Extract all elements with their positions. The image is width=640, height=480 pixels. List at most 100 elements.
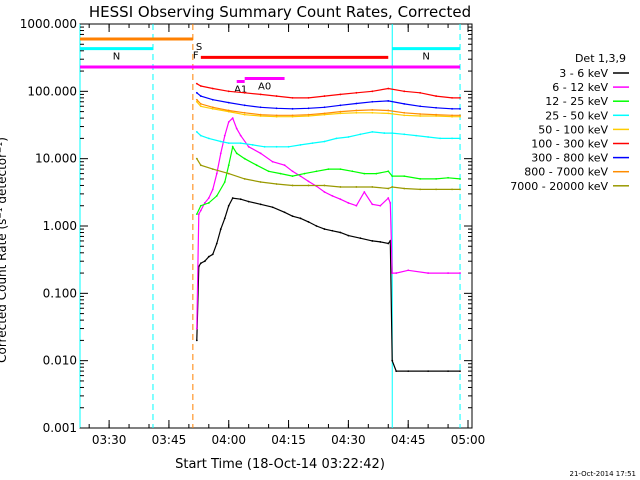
data-point xyxy=(199,105,202,108)
data-point xyxy=(335,137,338,140)
data-point xyxy=(339,186,342,188)
data-point xyxy=(403,187,406,190)
data-point xyxy=(387,187,390,190)
data-point xyxy=(199,204,202,207)
data-point xyxy=(451,188,453,191)
data-point xyxy=(395,370,398,372)
y-tick-label: 10.000 xyxy=(35,152,77,166)
data-point xyxy=(199,262,202,265)
data-point xyxy=(407,269,410,272)
data-point xyxy=(391,132,394,134)
data-point xyxy=(287,145,290,148)
data-point xyxy=(267,170,270,173)
data-point xyxy=(459,370,461,372)
x-tick-label: 04:15 xyxy=(271,433,306,447)
data-point xyxy=(403,175,406,178)
data-point xyxy=(303,172,306,175)
y-tick-label: 1000.000 xyxy=(20,17,77,31)
data-point xyxy=(451,115,453,118)
data-point xyxy=(259,113,262,116)
data-point xyxy=(427,136,430,138)
data-point xyxy=(415,134,418,137)
data-point xyxy=(263,145,266,148)
data-point xyxy=(307,184,310,187)
data-point xyxy=(363,191,366,193)
data-point xyxy=(207,197,210,199)
data-point xyxy=(427,370,430,372)
data-point xyxy=(203,202,206,204)
data-point xyxy=(239,142,242,145)
data-point xyxy=(271,160,274,163)
data-point xyxy=(195,339,198,342)
data-point xyxy=(207,137,210,140)
data-point xyxy=(291,215,294,218)
data-point xyxy=(199,85,202,87)
x-tick-label: 04:30 xyxy=(331,433,366,447)
data-point xyxy=(391,359,394,362)
data-point xyxy=(307,180,310,183)
data-point xyxy=(359,237,362,240)
legend-entry-label: 6 - 12 keV xyxy=(552,81,608,94)
data-point xyxy=(307,107,310,110)
data-point xyxy=(195,130,198,133)
data-point xyxy=(355,109,358,112)
y-tick-label: 1.000 xyxy=(43,219,77,233)
data-point xyxy=(387,100,390,102)
data-point xyxy=(275,183,278,185)
data-point xyxy=(323,106,326,109)
data-point xyxy=(199,134,202,137)
flag-label: N xyxy=(113,52,120,63)
data-point xyxy=(195,327,198,330)
data-point xyxy=(375,172,378,175)
data-point xyxy=(435,113,438,116)
data-point xyxy=(327,168,330,170)
data-point xyxy=(371,203,374,206)
data-point xyxy=(299,217,302,220)
data-point xyxy=(323,113,326,116)
data-point xyxy=(331,194,334,197)
data-point xyxy=(391,175,394,178)
data-point xyxy=(447,272,449,274)
y-tick-label: 0.001 xyxy=(43,421,77,435)
data-point xyxy=(371,90,374,93)
data-point xyxy=(419,105,422,108)
legend-entry-label: 12 - 25 keV xyxy=(545,95,608,108)
data-point xyxy=(387,170,390,173)
data-point xyxy=(339,198,342,201)
y-axis-label: Corrected Count Rate (s⁻¹ detector⁻¹) xyxy=(0,137,9,363)
data-point xyxy=(371,100,374,103)
data-point xyxy=(259,93,262,96)
data-point xyxy=(195,100,198,103)
data-point xyxy=(355,102,358,105)
data-point xyxy=(195,98,198,101)
data-point xyxy=(435,106,438,109)
data-point xyxy=(451,114,453,117)
data-point xyxy=(259,152,262,155)
data-point xyxy=(243,111,246,114)
data-point xyxy=(355,91,358,94)
data-point xyxy=(371,240,374,242)
data-point xyxy=(347,234,350,237)
data-point xyxy=(275,114,278,117)
data-point xyxy=(315,170,318,173)
x-tick-label: 03:30 xyxy=(92,433,127,447)
x-axis-label: Start Time (18-Oct-14 03:22:42) xyxy=(175,457,385,472)
data-point xyxy=(307,221,310,223)
data-point xyxy=(199,164,202,167)
data-point xyxy=(243,157,246,160)
legend-entry-label: 100 - 300 keV xyxy=(531,138,608,151)
legend-entry-label: 3 - 6 keV xyxy=(559,67,608,80)
data-point xyxy=(239,198,242,201)
data-point xyxy=(251,144,254,146)
x-tick-label: 04:00 xyxy=(211,433,246,447)
y-tick-label: 0.100 xyxy=(43,286,77,300)
data-point xyxy=(231,117,234,120)
data-point xyxy=(203,260,206,263)
data-point xyxy=(371,186,374,188)
data-point xyxy=(339,168,342,170)
data-point xyxy=(211,98,214,101)
data-point xyxy=(387,87,390,90)
x-tick-label: 05:00 xyxy=(451,433,486,447)
data-point xyxy=(243,113,246,116)
data-point xyxy=(219,228,222,230)
